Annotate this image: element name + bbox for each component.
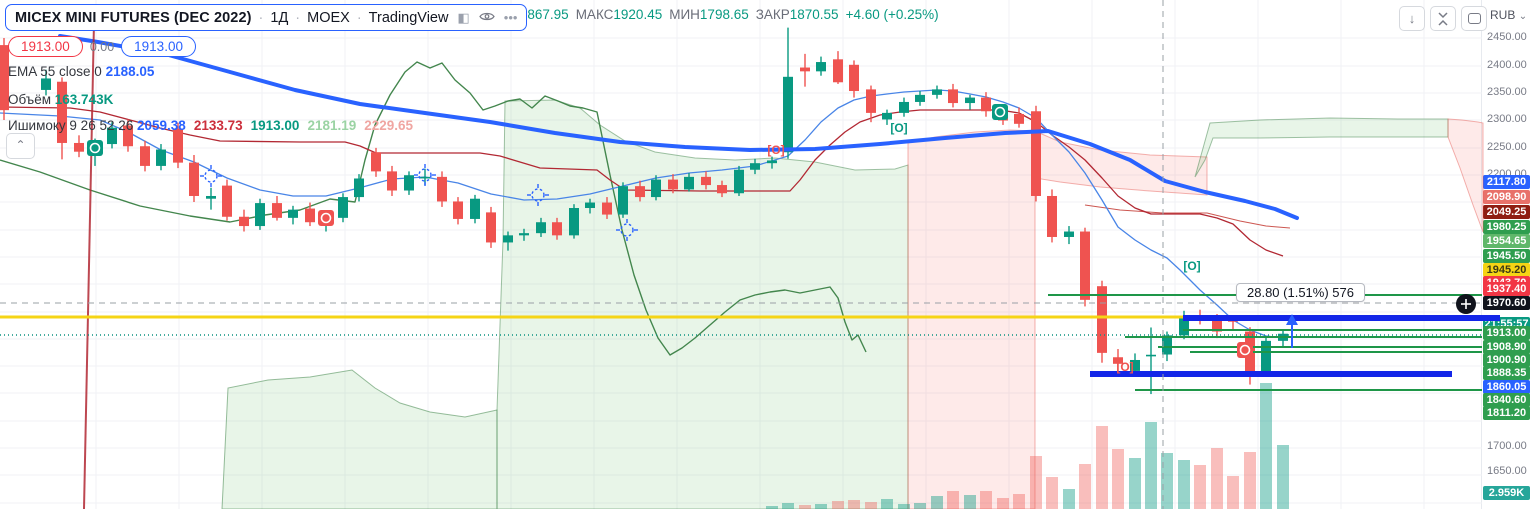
scroll-down-button[interactable]: ↓ — [1399, 6, 1425, 31]
svg-text:[О]: [О] — [890, 121, 907, 135]
price-label-badge: 2117.80 — [1483, 175, 1530, 189]
price-label-badge: 2098.90 — [1483, 190, 1530, 204]
indicator-row-volume[interactable]: Объём 163.743K — [8, 92, 121, 107]
svg-text:[О]: [О] — [1183, 259, 1200, 273]
price-label-badge: 1860.05 — [1483, 380, 1530, 394]
price-label-badge: 2.959K — [1483, 486, 1530, 500]
exchange-label: MOEX — [307, 9, 350, 26]
currency-label: RUB — [1490, 8, 1516, 22]
price-label-badge: 1970.60 — [1483, 296, 1530, 310]
spread-value: 0.00 — [89, 39, 115, 54]
collapse-arrows-icon — [1438, 11, 1448, 26]
provider-label: TradingView — [368, 9, 449, 26]
axis-tick: 2250.00 — [1487, 141, 1527, 153]
separator-dot: · — [356, 9, 362, 26]
symbol-legend-row[interactable]: MICEX MINI FUTURES (DEC 2022) · 1Д · MOE… — [5, 4, 528, 31]
price-label-badge: 1945.50 — [1483, 249, 1530, 263]
symbol-title: MICEX MINI FUTURES (DEC 2022) — [15, 9, 252, 26]
open-value: 1867.95 — [519, 7, 569, 22]
axis-tick: 2400.00 — [1487, 59, 1527, 71]
price-label-badge: 1908.90 — [1483, 340, 1530, 354]
price-label-badge: 1900.90 — [1483, 353, 1530, 367]
indicator-value: 163.743K — [54, 92, 114, 107]
low-label: МИН — [669, 7, 700, 22]
close-value: 1870.55 — [789, 7, 839, 22]
price-label-badge: 1945.20 — [1483, 263, 1530, 277]
price-label-badge: 1954.65 — [1483, 234, 1530, 248]
change-value: +4.60 (+0.25%) — [845, 7, 939, 22]
svg-text:[О]: [О] — [767, 143, 784, 157]
high-label: МАКС — [575, 7, 614, 22]
buy-button[interactable]: 1913.00 — [121, 36, 196, 57]
axis-tick: 2300.00 — [1487, 113, 1527, 125]
svg-text:[О]: [О] — [1116, 360, 1133, 374]
indicator-value: 2188.05 — [105, 64, 155, 79]
pane-toolbar: ↓ — [1399, 6, 1487, 31]
high-value: 1920.45 — [613, 7, 663, 22]
price-axis[interactable]: RUB ⌄ 2450.00 2400.00 2350.00 2300.00 2250.0… — [1481, 0, 1531, 509]
measure-tooltip: 28.80 (1.51%) 576 — [1236, 283, 1365, 302]
price-label-badge: 1840.60 — [1483, 393, 1530, 407]
indicator-row-ema[interactable]: EMA 55 close 0 2188.05 — [8, 64, 162, 79]
chart-legend: MICEX MINI FUTURES (DEC 2022) · 1Д · MOE… — [5, 4, 528, 31]
maximize-icon — [1467, 13, 1481, 24]
indicator-value: 2059.38 — [137, 118, 186, 133]
price-label-badge: 1980.25 — [1483, 220, 1530, 234]
price-label-badge: 1913.00 — [1483, 326, 1530, 340]
indicator-values: 163.743K — [55, 92, 122, 107]
interval-label[interactable]: 1Д — [270, 9, 289, 26]
price-label-badge: 1888.35 — [1483, 366, 1530, 380]
currency-dropdown[interactable]: RUB ⌄ — [1490, 8, 1527, 22]
indicator-name: EMA 55 close 0 — [8, 64, 102, 79]
axis-tick: 2350.00 — [1487, 86, 1527, 98]
indicator-row-ichimoku[interactable]: Ишимоку 9 26 52 26 2059.38 2133.73 1913.00… — [8, 118, 421, 133]
price-label-badge: 2049.25 — [1483, 205, 1530, 219]
sell-button[interactable]: 1913.00 — [8, 36, 83, 57]
separator-dot: · — [258, 9, 264, 26]
axis-tick: 1650.00 — [1487, 465, 1527, 477]
close-label: ЗАКР — [755, 7, 790, 22]
indicator-name: Объём — [8, 92, 52, 107]
more-options-icon[interactable]: ••• — [503, 10, 518, 25]
chevron-up-icon: ⌃ — [15, 138, 26, 152]
chart-style-icon[interactable]: ◧ — [457, 9, 470, 25]
eye-icon[interactable] — [479, 10, 495, 25]
indicator-value: 2229.65 — [364, 118, 414, 133]
indicator-value: 2133.73 — [193, 118, 243, 133]
price-label-badge: 1811.20 — [1483, 406, 1530, 420]
indicator-name: Ишимоку 9 26 52 26 — [8, 118, 134, 133]
maximize-pane-button[interactable] — [1461, 6, 1487, 31]
indicator-values: 2059.38 2133.73 1913.00 2181.19 2229.65 — [137, 118, 421, 133]
axis-tick: 2450.00 — [1487, 31, 1527, 43]
separator-dot: · — [295, 9, 301, 26]
low-value: 1798.65 — [699, 7, 749, 22]
indicator-value: 2181.19 — [307, 118, 357, 133]
axis-tick: 1700.00 — [1487, 440, 1527, 452]
arrow-down-icon: ↓ — [1408, 11, 1416, 26]
chevron-down-icon: ⌄ — [1518, 11, 1528, 22]
price-label-badge: 1937.40 — [1483, 282, 1530, 296]
indicator-value: 1913.00 — [250, 118, 300, 133]
collapse-legend-button[interactable]: ⌃ — [6, 133, 35, 159]
collapse-pane-button[interactable] — [1430, 6, 1456, 31]
indicator-values: 2188.05 — [106, 64, 163, 79]
order-buttons-row: 1913.00 0.00 1913.00 — [8, 36, 196, 57]
ohlc-readout: КР1867.95МАКС1920.45МИН1798.65ЗАКР1870.5… — [503, 7, 939, 22]
